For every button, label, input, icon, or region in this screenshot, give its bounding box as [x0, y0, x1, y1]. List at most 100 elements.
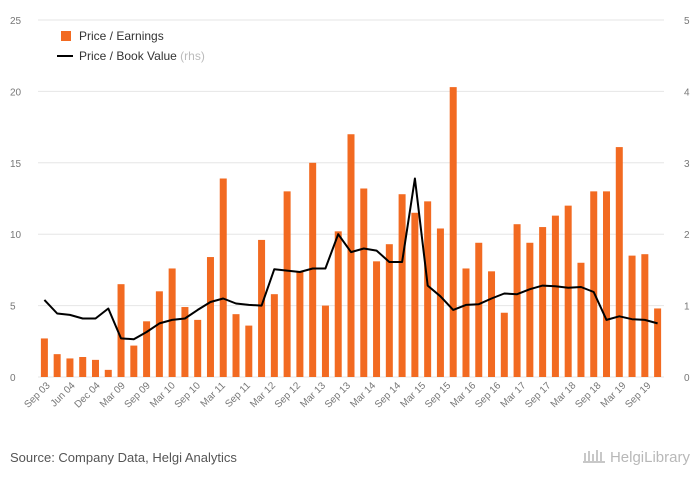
x-tick-label: Sep 11	[223, 380, 253, 410]
x-tick-label: Sep 13	[323, 380, 353, 410]
legend-label-price-earnings: Price / Earnings	[79, 29, 164, 43]
bar	[641, 254, 649, 377]
bar	[283, 191, 291, 377]
bar	[551, 215, 559, 377]
line-series-price-book	[43, 177, 658, 341]
x-tick-label: Sep 16	[473, 380, 503, 410]
legend-label-price-book-name: Price / Book Value	[79, 49, 177, 63]
library-icon	[582, 450, 605, 463]
brand-name: HelgiLibrary	[609, 448, 690, 466]
x-tick-label: Mar 18	[549, 380, 579, 410]
x-tick-label: Sep 17	[523, 380, 553, 410]
bar	[66, 358, 74, 377]
bar	[130, 345, 138, 377]
x-tick-label: Sep 10	[173, 380, 203, 410]
x-tick-label: Mar 15	[398, 380, 428, 410]
brand-logo[interactable]: HelgiLibrary	[582, 448, 690, 466]
x-tick-label: Dec 04	[73, 380, 103, 410]
bar	[206, 257, 214, 377]
y-tick-label: 5	[10, 302, 16, 313]
bar	[79, 357, 87, 377]
source-note: Source: Company Data, Helgi Analytics	[10, 450, 237, 465]
bar	[373, 261, 381, 377]
bar	[462, 268, 470, 377]
bar	[590, 191, 598, 377]
y2-tick-label: 1	[684, 302, 690, 313]
bar	[615, 147, 623, 377]
y-tick-label: 10	[10, 230, 22, 241]
left-axis-ticks: 0 5 10 15 20 25	[10, 16, 22, 384]
bar	[334, 231, 342, 377]
bar	[40, 338, 48, 377]
legend: Price / Earnings Price / Book Value (rhs…	[57, 29, 205, 63]
bar	[53, 354, 61, 377]
bar	[117, 284, 125, 377]
y-tick-label: 20	[10, 87, 22, 98]
bar	[628, 255, 636, 377]
bar	[577, 262, 585, 377]
bar	[411, 212, 419, 377]
y2-tick-label: 3	[684, 159, 690, 170]
x-tick-label: Mar 10	[148, 380, 178, 410]
x-tick-label: Mar 16	[449, 380, 479, 410]
legend-swatch-price-earnings	[61, 31, 71, 41]
bar	[360, 188, 368, 377]
bar	[564, 205, 572, 377]
x-tick-label: Sep 18	[573, 380, 603, 410]
bar	[91, 359, 99, 377]
legend-label-rhs: (rhs)	[180, 49, 205, 63]
bar	[449, 87, 457, 377]
bar	[232, 314, 240, 377]
x-tick-label: Mar 19	[599, 380, 629, 410]
legend-label-price-book: Price / Book Value (rhs)	[79, 49, 205, 63]
bar	[258, 239, 266, 377]
x-tick-label: Mar 17	[499, 380, 529, 410]
x-tick-label: Sep 19	[623, 380, 653, 410]
bar	[603, 191, 611, 377]
y2-tick-label: 5	[684, 16, 690, 27]
bar	[513, 224, 521, 377]
bar	[654, 308, 662, 377]
bar	[143, 321, 151, 377]
bar-series-price-earnings	[40, 87, 662, 377]
bar	[475, 242, 483, 377]
x-tick-label: Mar 12	[248, 380, 278, 410]
bar	[168, 268, 176, 377]
bar	[500, 312, 508, 377]
y2-tick-label: 2	[684, 230, 690, 241]
bar	[245, 325, 253, 377]
bar	[219, 178, 227, 377]
x-tick-label: Mar 14	[348, 380, 378, 410]
bar	[321, 305, 329, 377]
bar	[526, 242, 534, 377]
x-tick-label: Sep 14	[373, 380, 403, 410]
bar	[309, 162, 317, 377]
right-axis-ticks: 0 1 2 3 4 5	[684, 16, 690, 384]
bar	[398, 194, 406, 377]
x-tick-label: Mar 13	[298, 380, 328, 410]
bar	[424, 201, 432, 377]
bar	[296, 271, 304, 377]
bar	[539, 227, 547, 377]
bar	[270, 294, 278, 377]
price-book-line	[43, 177, 658, 341]
x-tick-label: Sep 03	[22, 380, 52, 410]
x-tick-label: Sep 09	[123, 380, 153, 410]
y-tick-label: 25	[10, 16, 22, 27]
y2-tick-label: 0	[684, 373, 690, 384]
x-tick-label: Sep 12	[273, 380, 303, 410]
bar	[347, 134, 355, 377]
bar	[181, 307, 189, 377]
bar	[488, 271, 496, 377]
bar	[436, 228, 444, 377]
bar	[194, 319, 202, 377]
y2-tick-label: 4	[684, 87, 690, 98]
x-tick-label: Mar 11	[199, 380, 229, 410]
y-tick-label: 15	[10, 159, 22, 170]
x-tick-label: Sep 15	[423, 380, 453, 410]
bar	[385, 244, 393, 377]
bar	[104, 369, 112, 377]
y-tick-label: 0	[10, 373, 16, 384]
